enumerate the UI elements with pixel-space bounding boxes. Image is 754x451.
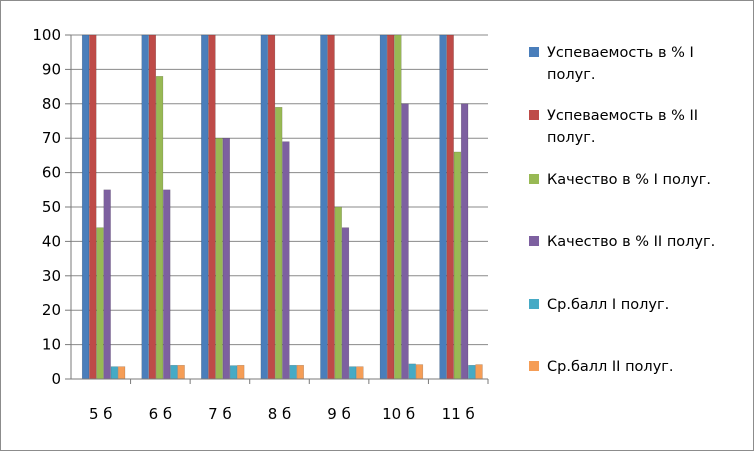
x-tick-label: 6 б xyxy=(149,405,173,423)
y-tick-label: 100 xyxy=(32,26,61,44)
bar xyxy=(349,366,357,380)
legend-label: Успеваемость в % II xyxy=(547,108,698,124)
y-tick-label: 50 xyxy=(42,198,61,216)
bar xyxy=(356,366,364,380)
axes: 0 10 20 30 40 50 60 70 80 90 100 5 б 6 б 7 б 8 б 9 б 10 … xyxy=(32,26,489,423)
bar xyxy=(89,34,97,380)
bar xyxy=(237,364,245,380)
x-tick-label: 8 б xyxy=(268,405,292,423)
bar xyxy=(386,34,395,380)
bar xyxy=(148,34,157,380)
y-tick-label: 90 xyxy=(42,60,61,78)
legend-swatch xyxy=(529,174,539,184)
bar xyxy=(289,364,297,380)
bar xyxy=(401,103,409,380)
bar xyxy=(408,363,416,380)
bar xyxy=(334,206,342,380)
bar xyxy=(394,34,402,380)
bar xyxy=(141,34,149,380)
bar xyxy=(320,34,328,380)
y-tick-label: 0 xyxy=(51,370,61,388)
bar xyxy=(275,106,283,380)
bar xyxy=(379,34,388,380)
bar xyxy=(81,34,90,380)
y-tick-label: 10 xyxy=(42,336,61,354)
legend-swatch xyxy=(529,361,539,371)
bar xyxy=(155,76,164,380)
y-tick-label: 80 xyxy=(42,95,61,113)
bar xyxy=(260,34,268,380)
legend-swatch xyxy=(529,47,539,57)
bar xyxy=(170,364,178,380)
x-tick-label: 7 б xyxy=(208,405,232,423)
legend-label: Качество в % I полуг. xyxy=(547,172,711,188)
bars xyxy=(81,34,483,380)
bar xyxy=(201,34,209,380)
legend-label: Ср.балл I полуг. xyxy=(547,297,669,313)
bar xyxy=(460,103,469,380)
bar xyxy=(439,34,447,380)
bar xyxy=(296,364,304,380)
legend: Успеваемость в % I полуг. Успеваемость в %… xyxy=(529,45,715,375)
bar xyxy=(446,34,454,380)
bar xyxy=(475,364,483,380)
bar xyxy=(215,137,223,380)
y-tick-label: 70 xyxy=(42,129,61,147)
bar xyxy=(177,364,185,380)
legend-swatch xyxy=(529,236,539,246)
y-tick-label: 60 xyxy=(42,164,61,182)
legend-label: полуг. xyxy=(547,130,595,146)
bar xyxy=(267,34,276,380)
bar xyxy=(222,137,230,380)
legend-label: полуг. xyxy=(547,67,595,83)
x-tick-label: 10 б xyxy=(382,405,415,423)
bar xyxy=(117,366,126,380)
bar xyxy=(229,365,238,380)
bar xyxy=(468,364,476,380)
bar xyxy=(341,227,350,380)
bar xyxy=(103,189,111,380)
bar xyxy=(282,141,290,380)
bar xyxy=(208,34,216,380)
bar xyxy=(96,227,104,380)
bar xyxy=(327,34,335,380)
x-tick-label: 11 б xyxy=(442,405,475,423)
legend-swatch xyxy=(529,299,539,309)
bar xyxy=(415,364,424,380)
bar xyxy=(110,366,119,380)
x-tick-label: 9 б xyxy=(327,405,351,423)
legend-swatch xyxy=(529,110,539,120)
y-tick-label: 30 xyxy=(42,267,61,285)
bar xyxy=(453,151,462,380)
legend-label: Ср.балл II полуг. xyxy=(547,359,674,375)
y-tick-label: 20 xyxy=(42,301,61,319)
y-tick-label: 40 xyxy=(42,232,61,250)
x-tick-label: 5 б xyxy=(89,405,113,423)
bar xyxy=(163,189,171,380)
legend-label: Качество в % II полуг. xyxy=(547,234,715,250)
legend-label: Успеваемость в % I xyxy=(547,45,694,61)
